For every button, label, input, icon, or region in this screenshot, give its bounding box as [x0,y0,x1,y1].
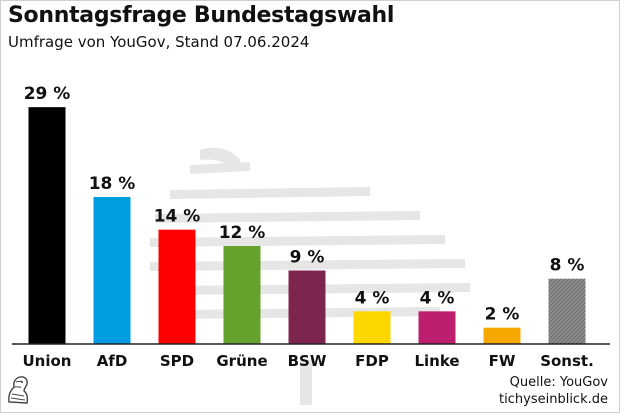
value-label: 4 % [420,288,455,308]
source-site: tichyseinblick.de [499,392,608,407]
category-label: FW [489,352,516,370]
category-label: Linke [414,352,459,370]
chart-subtitle: Umfrage von YouGov, Stand 07.06.2024 [8,33,310,51]
value-label: 4 % [355,288,390,308]
source-label: Quelle: YouGov [509,375,608,390]
category-label: BSW [288,352,327,370]
tichys-einblick-logo [5,372,31,410]
value-label: 2 % [485,305,520,325]
category-label: Grüne [216,352,267,370]
category-label: FDP [355,352,389,370]
bar-union [28,107,66,345]
category-label: Union [23,352,72,370]
bar-bsw [288,270,326,344]
bar-linke [418,311,456,344]
bar-fdp [353,311,391,344]
bar-grüne [223,246,261,344]
value-label: 14 % [154,207,201,227]
source-note: Quelle: YouGov tichyseinblick.de [499,374,608,408]
value-label: 18 % [89,174,136,194]
bar-spd [158,229,196,344]
bar-sonst [548,278,586,344]
watermark-stripe [155,211,420,223]
watermark-stripe [190,162,250,174]
category-label: AfD [97,352,128,370]
value-label: 12 % [219,223,266,243]
value-label: 8 % [550,256,585,276]
bar-afd [93,197,131,344]
value-label: 29 % [24,84,71,104]
chart-title: Sonntagsfrage Bundestagswahl [8,3,395,28]
watermark-stripe [200,147,240,172]
value-label: 9 % [290,248,325,268]
watermark-stripe [170,187,370,199]
bar-fw [483,327,521,344]
category-label: Sonst. [540,352,594,370]
category-label: SPD [160,352,194,370]
watermark-stripe [300,360,312,405]
watermark-stripe [150,235,445,247]
